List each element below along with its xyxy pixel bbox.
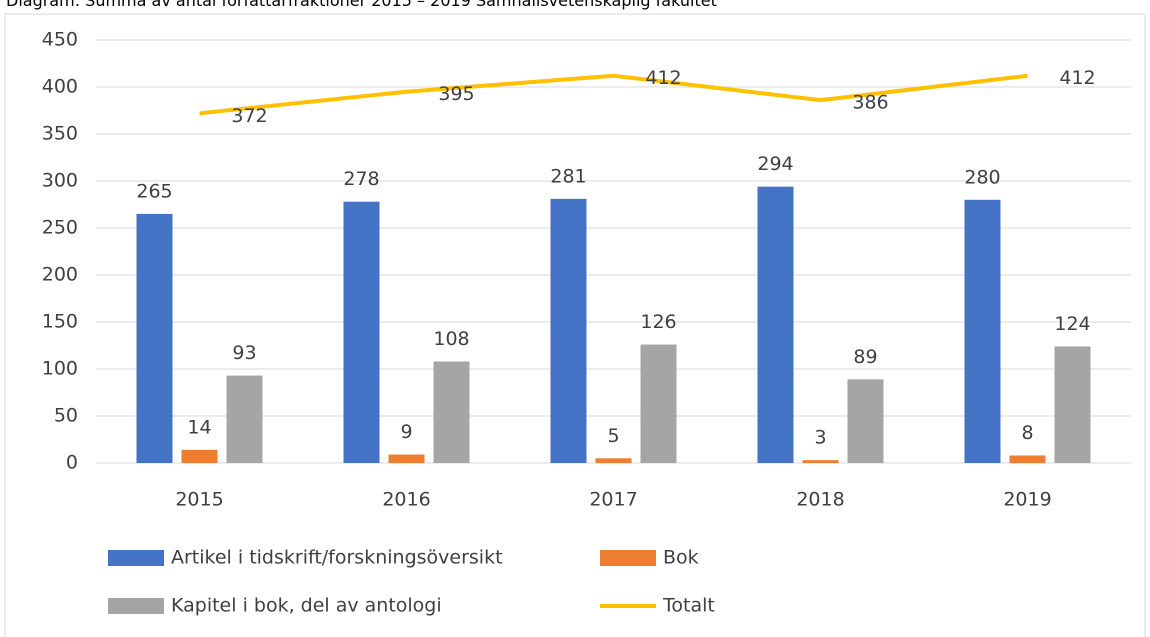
legend-label: Artikel i tidskrift/forskningsöversikt xyxy=(171,547,503,569)
x-tick-label: 2019 xyxy=(1003,489,1051,511)
bar xyxy=(550,198,587,464)
x-tick-label: 2016 xyxy=(382,489,430,511)
legend-swatch xyxy=(108,598,164,614)
legend-label: Kapitel i bok, del av antologi xyxy=(171,595,442,617)
bar xyxy=(181,449,218,463)
y-tick-label: 50 xyxy=(54,405,78,427)
data-label: 281 xyxy=(550,165,586,187)
data-label: 294 xyxy=(757,153,793,175)
y-tick-label: 350 xyxy=(42,123,78,145)
legend-label: Totalt xyxy=(662,595,715,617)
bar xyxy=(847,379,884,463)
data-label: 265 xyxy=(136,180,172,202)
y-tick-label: 200 xyxy=(42,264,78,286)
data-label: 9 xyxy=(400,421,412,443)
bar xyxy=(1009,455,1046,463)
bar xyxy=(802,460,839,463)
data-label: 14 xyxy=(187,416,211,438)
data-label: 8 xyxy=(1021,422,1033,444)
bar xyxy=(640,344,677,463)
data-label: 108 xyxy=(433,328,469,350)
chart-title: Diagram: Summa av antal författarfraktio… xyxy=(6,0,717,10)
data-label: 386 xyxy=(852,92,888,114)
data-label: 5 xyxy=(607,425,619,447)
bar xyxy=(226,375,263,463)
data-label: 280 xyxy=(964,166,1000,188)
line xyxy=(199,73,1028,116)
data-label: 395 xyxy=(438,83,474,105)
data-label: 89 xyxy=(853,346,877,368)
x-tick-label: 2018 xyxy=(796,489,844,511)
legend-label: Bok xyxy=(663,547,699,569)
bar xyxy=(1054,346,1091,463)
x-tick-label: 2017 xyxy=(589,489,637,511)
y-tick-label: 100 xyxy=(42,358,78,380)
y-tick-label: 300 xyxy=(42,170,78,192)
y-tick-label: 150 xyxy=(42,311,78,333)
data-label: 126 xyxy=(640,311,676,333)
y-tick-label: 400 xyxy=(42,76,78,98)
bar xyxy=(964,199,1001,464)
data-label: 278 xyxy=(343,168,379,190)
data-label: 3 xyxy=(814,427,826,449)
y-tick-label: 250 xyxy=(42,217,78,239)
data-label: 93 xyxy=(232,342,256,364)
legend-swatch xyxy=(600,550,656,566)
bar xyxy=(136,213,173,463)
data-label: 412 xyxy=(1059,67,1095,89)
chart-border xyxy=(4,13,1146,637)
data-label: 124 xyxy=(1054,313,1090,335)
bar xyxy=(388,454,425,463)
data-label: 372 xyxy=(231,105,267,127)
bar xyxy=(757,186,794,463)
bar xyxy=(433,361,470,463)
data-label: 412 xyxy=(645,67,681,89)
legend-swatch xyxy=(108,550,164,566)
y-tick-label: 0 xyxy=(66,452,78,474)
y-tick-label: 450 xyxy=(42,29,78,51)
bar xyxy=(595,458,632,463)
x-tick-label: 2015 xyxy=(175,489,223,511)
bar xyxy=(343,201,380,463)
